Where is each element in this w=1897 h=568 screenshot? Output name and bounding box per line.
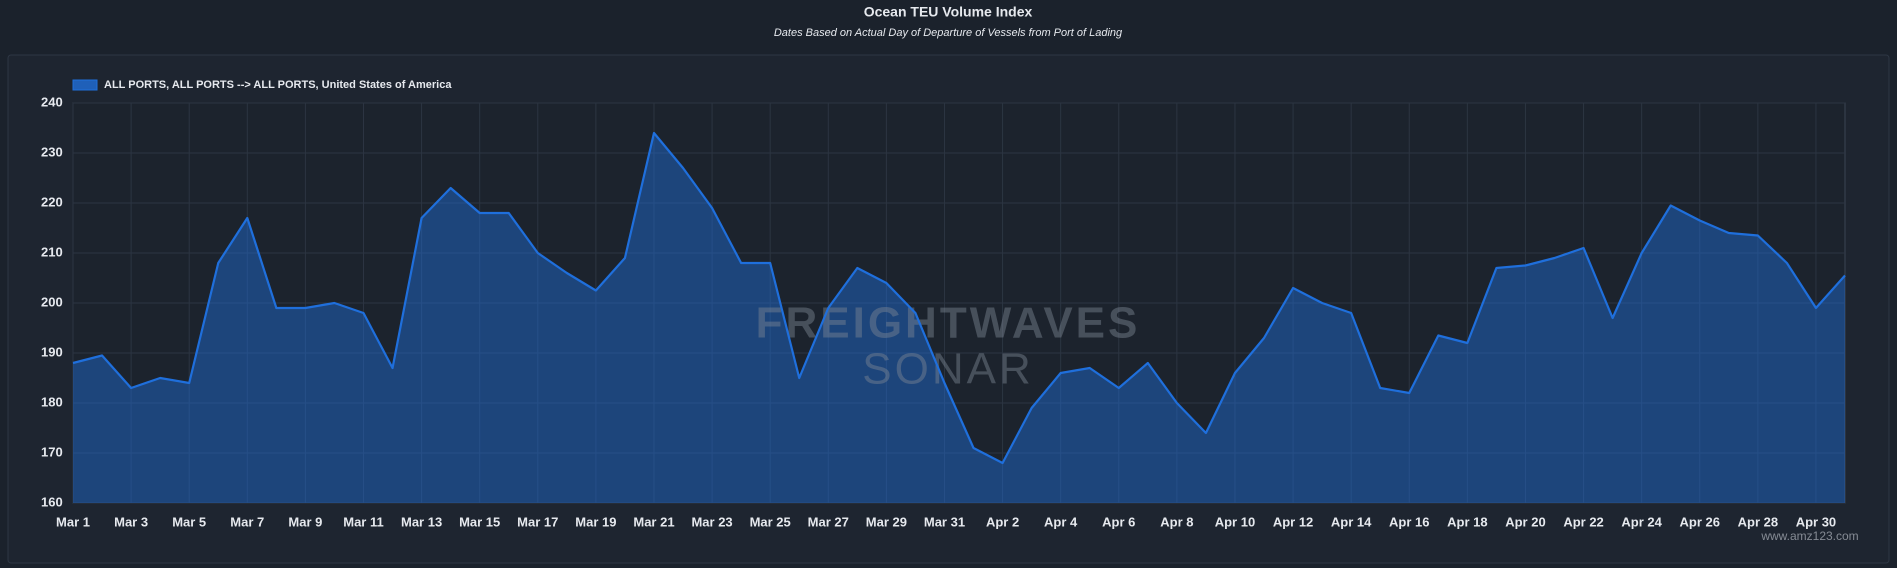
x-tick-label: Apr 26 <box>1680 514 1720 529</box>
x-tick-label: Mar 27 <box>808 514 849 529</box>
x-tick-label: Apr 8 <box>1160 514 1193 529</box>
x-tick-label: Mar 21 <box>633 514 674 529</box>
x-tick-label: Apr 30 <box>1796 514 1836 529</box>
y-tick-label: 160 <box>41 494 63 509</box>
y-tick-label: 170 <box>41 444 63 459</box>
x-tick-label: Mar 7 <box>230 514 264 529</box>
x-tick-label: Apr 4 <box>1044 514 1078 529</box>
y-tick-label: 200 <box>41 294 63 309</box>
x-tick-label: Apr 10 <box>1215 514 1255 529</box>
x-tick-label: Mar 15 <box>459 514 500 529</box>
x-tick-label: Mar 17 <box>517 514 558 529</box>
x-tick-label: Mar 5 <box>172 514 206 529</box>
x-tick-label: Mar 19 <box>575 514 616 529</box>
x-tick-label: Apr 20 <box>1505 514 1545 529</box>
x-tick-label: Apr 2 <box>986 514 1019 529</box>
y-tick-label: 210 <box>41 244 63 259</box>
x-tick-label: Mar 11 <box>343 514 383 529</box>
chart-title: Ocean TEU Volume Index <box>864 4 1033 20</box>
x-tick-label: Mar 1 <box>56 514 90 529</box>
legend-label: ALL PORTS, ALL PORTS --> ALL PORTS, Unit… <box>104 79 452 91</box>
watermark: FREIGHTWAVES <box>756 299 1141 348</box>
x-tick-label: Mar 25 <box>750 514 791 529</box>
x-tick-label: Apr 28 <box>1738 514 1778 529</box>
area <box>73 133 1845 503</box>
y-tick-label: 220 <box>41 194 63 209</box>
x-tick-label: Apr 6 <box>1102 514 1135 529</box>
watermark: SONAR <box>862 345 1033 394</box>
line <box>72 131 1846 465</box>
y-tick-label: 180 <box>41 394 63 409</box>
x-tick-label: Apr 18 <box>1447 514 1487 529</box>
chart-subtitle: Dates Based on Actual Day of Departure o… <box>774 27 1123 39</box>
x-tick-label: Apr 14 <box>1331 514 1372 529</box>
legend-swatch <box>72 79 98 91</box>
x-tick-label: Mar 9 <box>288 514 322 529</box>
y-tick-label: 230 <box>41 144 63 159</box>
x-tick-label: Apr 16 <box>1389 514 1429 529</box>
x-tick-label: Mar 29 <box>866 514 907 529</box>
x-tick-label: Mar 13 <box>401 514 442 529</box>
y-tick-label: 190 <box>41 344 63 359</box>
x-tick-label: Apr 22 <box>1563 514 1603 529</box>
y-tick-label: 240 <box>41 94 63 109</box>
x-tick-label: Mar 31 <box>924 514 965 529</box>
x-tick-label: Mar 23 <box>691 514 732 529</box>
x-tick-label: Mar 3 <box>114 514 148 529</box>
site-watermark: www.amz123.com <box>1760 529 1858 543</box>
x-tick-label: Apr 12 <box>1273 514 1313 529</box>
x-tick-label: Apr 24 <box>1621 514 1662 529</box>
